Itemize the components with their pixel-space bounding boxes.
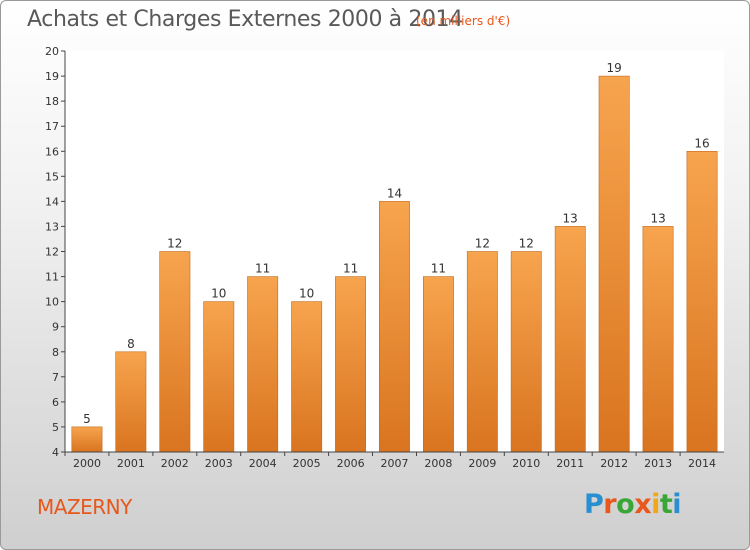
y-tick-label-6: 6 [52,396,59,409]
x-tick-label-2000: 2000 [73,457,101,470]
proxiti-logo: Proxiti [584,489,682,520]
bar-2002 [159,251,191,453]
bar-2013 [642,226,674,453]
y-tick-label-15: 15 [45,170,59,183]
y-tick-label-10: 10 [45,296,59,309]
logo-letter: t [659,489,673,520]
logo-letter: i [672,489,682,520]
y-tick-label-13: 13 [45,220,59,233]
bar-2003 [203,301,235,453]
data-label-2011: 13 [563,211,578,225]
y-tick-label-8: 8 [52,346,59,359]
data-label-2007: 14 [387,186,402,200]
logo-letter: i [651,489,660,520]
bar-2005 [291,301,323,453]
logo-letter: r [603,489,617,520]
logo-letter: o [616,489,635,520]
place-name: MAZERNY [37,495,132,519]
data-label-2010: 12 [519,237,534,251]
x-tick-label-2013: 2013 [644,457,672,470]
bar-2001 [115,351,147,453]
x-tick-label-2014: 2014 [688,457,716,470]
chart-subtitle: (en milliers d'€) [416,14,511,28]
x-tick-label-2008: 2008 [424,457,452,470]
x-tick-label-2002: 2002 [161,457,189,470]
x-tick-label-2007: 2007 [381,457,409,470]
x-tick-label-2009: 2009 [468,457,496,470]
bar-2010 [510,251,542,453]
y-tick-label-20: 20 [45,45,59,58]
data-label-2009: 12 [475,237,490,251]
bar-2004 [247,276,279,453]
data-label-2000: 5 [83,412,91,426]
y-tick-label-11: 11 [45,271,59,284]
data-label-2006: 11 [343,262,358,276]
x-tick-label-2006: 2006 [337,457,365,470]
bars-layer: 5 8 12 10 11 10 11 14 11 12 12 13 19 13 16 [71,61,718,453]
y-tick-label-9: 9 [52,321,59,334]
x-tick-label-2012: 2012 [600,457,628,470]
bar-2009 [466,251,498,453]
chart-title: Achats et Charges Externes 2000 à 2014 [27,7,463,32]
x-tick-label-2001: 2001 [117,457,145,470]
y-tick-label-14: 14 [45,195,59,208]
bar-2006 [335,276,366,453]
data-label-2013: 13 [650,211,665,225]
data-label-2001: 8 [127,337,135,351]
y-tick-label-5: 5 [52,421,59,434]
x-tick-label-2011: 2011 [556,457,584,470]
data-label-2002: 12 [167,237,182,251]
x-tick-label-2003: 2003 [205,457,233,470]
y-tick-label-4: 4 [52,446,59,459]
bar-2011 [554,226,586,453]
bar-2007 [378,201,410,453]
bar-2012 [598,75,630,453]
data-label-2004: 11 [255,262,270,276]
data-label-2003: 10 [211,287,226,301]
axes-layer: 2000 2001 2002 2003 2004 2005 2006 2007 2008 2009… [45,45,724,470]
y-tick-label-16: 16 [45,145,59,158]
y-tick-label-17: 17 [45,120,59,133]
bar-2014 [686,151,718,453]
x-tick-label-2005: 2005 [293,457,321,470]
y-tick-label-18: 18 [45,95,59,108]
data-label-2014: 16 [694,136,709,150]
data-label-2012: 19 [607,61,622,75]
bar-2000 [71,426,103,453]
logo-letter: P [584,489,604,520]
logo-letter: x [634,489,652,520]
bar-2008 [422,276,454,453]
y-tick-label-7: 7 [52,371,59,384]
x-tick-label-2004: 2004 [249,457,277,470]
y-tick-label-19: 19 [45,70,59,83]
x-tick-label-2010: 2010 [512,457,540,470]
data-label-2005: 10 [299,287,314,301]
y-tick-label-12: 12 [45,246,59,259]
data-label-2008: 11 [431,262,446,276]
